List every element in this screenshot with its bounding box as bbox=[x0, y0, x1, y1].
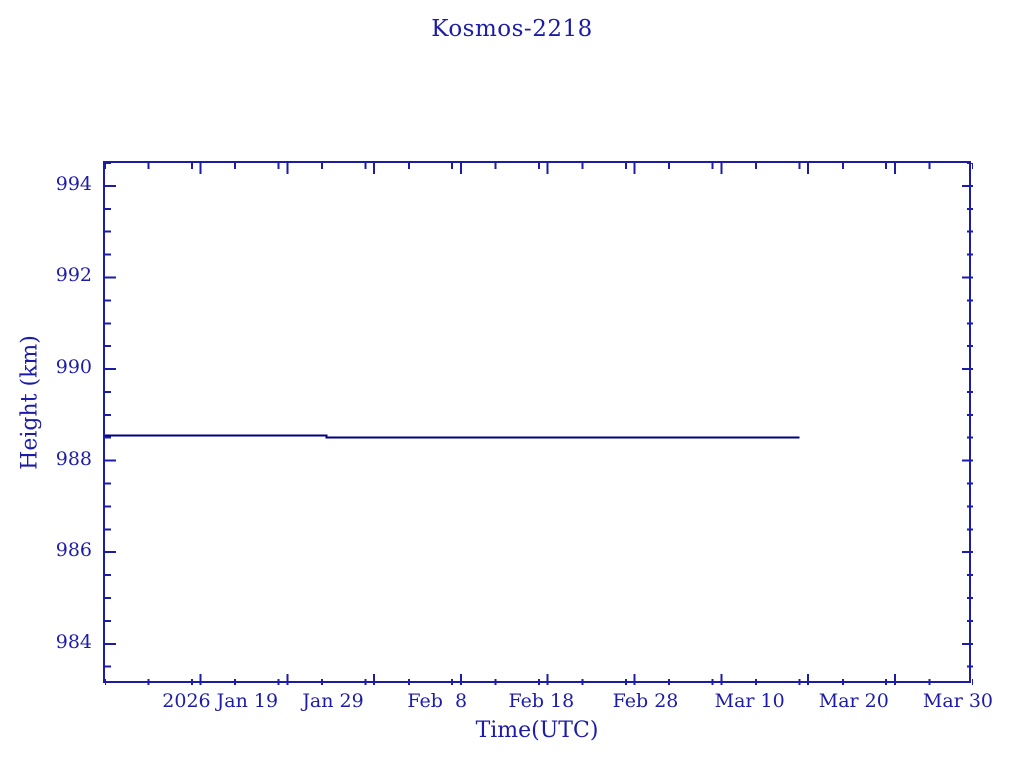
y-tick-label: 986 bbox=[55, 539, 92, 562]
x-tick-label: Feb 18 bbox=[508, 690, 575, 712]
y-tick-label: 984 bbox=[55, 630, 92, 653]
x-tick-label: Feb 8 bbox=[407, 690, 468, 712]
y-tick-label: 994 bbox=[55, 172, 92, 195]
chart-title: Kosmos-2218 bbox=[431, 16, 593, 42]
x-tick-label: 2026 Jan 19 bbox=[162, 690, 279, 712]
x-tick-label: Jan 29 bbox=[302, 690, 364, 712]
y-tick-label: 988 bbox=[55, 447, 92, 470]
x-tick-label: Mar 10 bbox=[714, 690, 785, 712]
y-axis-title: Height (km) bbox=[17, 335, 43, 470]
y-tick-label: 992 bbox=[55, 264, 92, 287]
x-axis-title: Time(UTC) bbox=[475, 718, 599, 743]
plot-svg bbox=[105, 163, 973, 685]
x-axis-ticks bbox=[105, 163, 973, 685]
data-series-group bbox=[105, 434, 800, 439]
y-axis-tick-labels: 984 986 988 990 992 994 bbox=[28, 161, 92, 683]
plot-area bbox=[103, 161, 973, 685]
series-line bbox=[105, 434, 800, 439]
y-tick-label: 990 bbox=[55, 356, 92, 379]
x-tick-label: Mar 30 bbox=[922, 690, 994, 712]
x-tick-label: Mar 20 bbox=[818, 690, 889, 712]
x-tick-label: Feb 28 bbox=[612, 690, 679, 712]
x-axis-tick-labels: 2026 Jan 19 Jan 29 Feb 8 Feb 18 Feb 28 Mar 10… bbox=[103, 690, 993, 716]
y-axis-ticks bbox=[105, 163, 973, 668]
